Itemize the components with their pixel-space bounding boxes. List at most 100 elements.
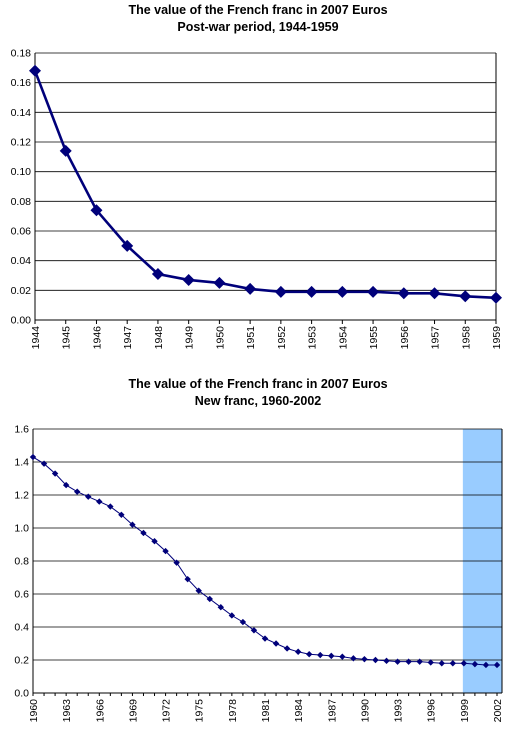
y-tick-label: 0.10 bbox=[11, 166, 32, 178]
data-point-marker bbox=[493, 661, 501, 669]
x-tick-label: 1954 bbox=[337, 326, 349, 350]
x-tick-label: 1981 bbox=[260, 699, 272, 723]
data-point-marker bbox=[460, 660, 468, 667]
data-point-marker bbox=[305, 651, 313, 658]
data-point-marker bbox=[107, 503, 114, 510]
data-point-marker bbox=[59, 144, 72, 157]
y-tick-label: 0.06 bbox=[11, 226, 32, 238]
data-point-marker bbox=[217, 604, 225, 611]
y-tick-label: 0.6 bbox=[14, 589, 29, 601]
x-tick-label: 1959 bbox=[491, 326, 503, 350]
chart-postwar: The value of the French franc in 2007 Eu… bbox=[11, 3, 503, 349]
data-point-marker bbox=[182, 273, 195, 286]
x-tick-label: 1999 bbox=[459, 699, 471, 723]
y-tick-label: 0.12 bbox=[11, 137, 32, 149]
x-tick-label: 1948 bbox=[153, 326, 165, 350]
y-tick-label: 0.08 bbox=[11, 196, 32, 208]
data-point-marker bbox=[394, 658, 401, 665]
x-tick-label: 1990 bbox=[359, 699, 371, 723]
data-point-marker bbox=[29, 64, 41, 77]
chart-newfranc: The value of the French franc in 2007 Eu… bbox=[14, 377, 504, 722]
data-point-marker bbox=[283, 645, 291, 652]
data-point-marker bbox=[129, 521, 136, 528]
x-tick-label: 1960 bbox=[28, 699, 40, 723]
chart1-subtitle: Post-war period, 1944-1959 bbox=[177, 20, 338, 34]
x-tick-label: 1987 bbox=[326, 699, 338, 723]
data-point-marker bbox=[121, 239, 134, 252]
y-tick-label: 0.0 bbox=[14, 688, 29, 700]
chart1-title: The value of the French franc in 2007 Eu… bbox=[128, 3, 387, 17]
x-tick-label: 1945 bbox=[61, 326, 73, 350]
data-point-marker bbox=[397, 287, 410, 300]
x-tick-label: 1958 bbox=[460, 326, 472, 350]
y-tick-label: 0.14 bbox=[11, 107, 32, 119]
data-point-marker bbox=[274, 285, 287, 298]
data-point-marker bbox=[317, 651, 324, 659]
y-tick-label: 0.2 bbox=[14, 655, 29, 667]
x-tick-label: 1956 bbox=[399, 326, 411, 350]
x-tick-label: 1984 bbox=[293, 699, 305, 723]
data-point-marker bbox=[405, 658, 412, 665]
x-tick-label: 1993 bbox=[393, 699, 405, 723]
data-point-marker bbox=[459, 290, 472, 303]
x-tick-label: 1953 bbox=[307, 326, 319, 350]
data-point-marker bbox=[328, 652, 335, 660]
y-tick-label: 0.00 bbox=[11, 315, 32, 327]
data-point-marker bbox=[305, 285, 318, 298]
x-tick-label: 1972 bbox=[161, 699, 173, 723]
data-point-marker bbox=[250, 627, 258, 634]
data-point-marker bbox=[118, 511, 125, 518]
y-tick-label: 0.8 bbox=[14, 556, 29, 568]
data-point-marker bbox=[173, 559, 180, 566]
x-tick-label: 1952 bbox=[276, 326, 288, 350]
x-tick-label: 1957 bbox=[430, 326, 442, 350]
data-point-marker bbox=[195, 587, 202, 594]
data-point-marker bbox=[361, 655, 368, 663]
data-point-marker bbox=[184, 575, 191, 583]
data-point-marker bbox=[239, 618, 247, 626]
data-point-marker bbox=[51, 470, 59, 477]
data-point-marker bbox=[490, 291, 502, 304]
data-point-marker bbox=[339, 653, 346, 660]
y-tick-label: 1.6 bbox=[14, 424, 29, 436]
chart2-title: The value of the French franc in 2007 Eu… bbox=[128, 377, 387, 391]
x-tick-label: 1950 bbox=[214, 326, 226, 350]
chart2-subtitle: New franc, 1960-2002 bbox=[195, 394, 322, 408]
x-tick-label: 1975 bbox=[194, 699, 206, 723]
data-point-marker bbox=[383, 657, 390, 665]
data-point-marker bbox=[96, 498, 103, 505]
data-point-marker bbox=[350, 655, 357, 662]
data-point-marker bbox=[228, 612, 236, 619]
data-point-marker bbox=[90, 204, 103, 217]
x-tick-label: 1955 bbox=[368, 326, 380, 350]
data-point-marker bbox=[213, 276, 226, 289]
y-tick-label: 1.2 bbox=[14, 490, 29, 502]
data-point-marker bbox=[29, 453, 37, 461]
y-tick-label: 0.18 bbox=[11, 48, 32, 60]
data-point-marker bbox=[294, 648, 302, 655]
data-point-marker bbox=[151, 538, 158, 545]
y-tick-label: 0.16 bbox=[11, 77, 32, 89]
data-point-marker bbox=[85, 493, 92, 500]
data-point-marker bbox=[416, 658, 423, 665]
chart1-series-line bbox=[33, 70, 497, 300]
x-tick-label: 1963 bbox=[61, 699, 73, 723]
data-point-marker bbox=[73, 488, 81, 495]
x-tick-label: 1969 bbox=[127, 699, 139, 723]
data-point-marker bbox=[336, 285, 349, 298]
data-point-marker bbox=[62, 481, 70, 489]
x-tick-label: 1944 bbox=[30, 326, 42, 350]
x-tick-label: 1949 bbox=[184, 326, 196, 350]
data-point-marker bbox=[206, 595, 213, 603]
y-tick-label: 1.4 bbox=[14, 457, 29, 469]
x-tick-label: 1946 bbox=[91, 326, 103, 350]
x-tick-label: 1947 bbox=[122, 326, 134, 350]
data-point-marker bbox=[261, 635, 269, 642]
data-point-marker bbox=[438, 660, 445, 667]
data-point-marker bbox=[140, 529, 147, 537]
data-point-marker bbox=[427, 659, 434, 666]
data-point-marker bbox=[372, 656, 379, 664]
data-point-marker bbox=[244, 282, 257, 295]
x-tick-label: 1978 bbox=[227, 699, 239, 723]
y-tick-label: 0.04 bbox=[11, 255, 32, 267]
